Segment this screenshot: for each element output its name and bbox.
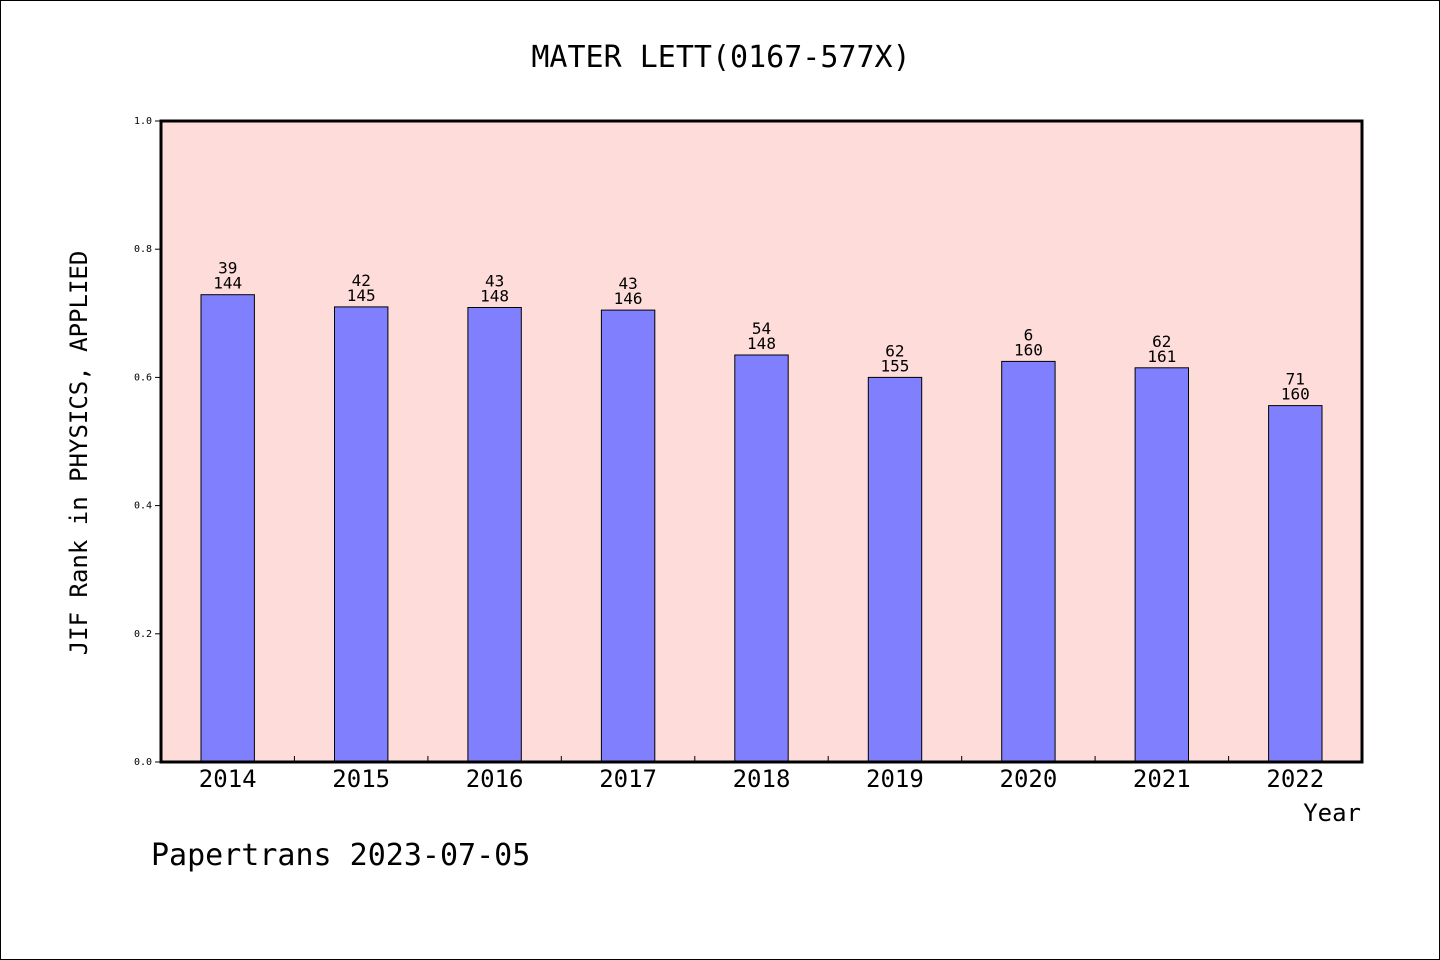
- bar-total-label-2017: 146: [614, 289, 643, 308]
- bar-2015: [334, 306, 389, 763]
- bar-total-label-2021: 161: [1147, 347, 1176, 366]
- bar-2018: [734, 354, 789, 763]
- y-tick-label: 0.2: [134, 629, 152, 640]
- bar-2014: [200, 294, 255, 763]
- x-tick-label-2021: 2021: [1133, 765, 1191, 793]
- x-tick-label-2014: 2014: [199, 765, 257, 793]
- y-tick-label: 0.6: [134, 372, 152, 383]
- bar-rank-label-2014: 39: [218, 259, 237, 278]
- bar-total-label-2019: 155: [880, 356, 909, 375]
- y-axis: 0.0 0.2 0.4 0.6 0.8 1.0: [134, 116, 161, 768]
- x-tick-label-2015: 2015: [332, 765, 390, 793]
- x-axis-label: Year: [1303, 799, 1361, 827]
- x-tick-label-2016: 2016: [466, 765, 524, 793]
- bars-group: [200, 294, 1323, 763]
- chart-title: MATER LETT(0167-577X): [531, 40, 910, 75]
- bar-2021: [1134, 367, 1189, 763]
- y-tick-label: 0.0: [134, 757, 152, 768]
- bar-rank-label-2021: 62: [1152, 332, 1171, 351]
- bar-rank-label-2020: 6: [1024, 325, 1034, 344]
- bar-rank-label-2017: 43: [618, 274, 637, 293]
- bar-rank-label-2016: 43: [485, 272, 504, 291]
- x-tick-label-2022: 2022: [1266, 765, 1324, 793]
- x-tick-label-2020: 2020: [1000, 765, 1058, 793]
- y-axis-label: JIF Rank in PHYSICS, APPLIED: [65, 251, 93, 656]
- bar-rank-label-2022: 71: [1286, 370, 1305, 389]
- footer-credit: Papertrans 2023-07-05: [151, 838, 530, 873]
- bar-2020: [1001, 360, 1056, 763]
- x-tick-label-2019: 2019: [866, 765, 924, 793]
- bar-rank-label-2019: 62: [885, 341, 904, 360]
- bar-rank-label-2018: 54: [752, 319, 771, 338]
- y-tick-label: 1.0: [134, 116, 152, 127]
- bar-total-label-2018: 148: [747, 334, 776, 353]
- bar-2016: [467, 307, 522, 763]
- x-axis: 2014 2015 2016 2017 2018 2019 2020 2021 2022: [199, 756, 1324, 793]
- y-tick-label: 0.8: [134, 244, 152, 255]
- bar-total-label-2015: 145: [347, 286, 376, 305]
- bar-rank-label-2015: 42: [352, 271, 371, 290]
- bar-total-label-2014: 144: [213, 274, 242, 293]
- plot-frame: [159, 119, 1364, 764]
- bar-total-label-2020: 160: [1014, 340, 1043, 359]
- bar-2022: [1268, 405, 1323, 763]
- y-tick-label: 0.4: [134, 501, 152, 512]
- x-tick-label-2017: 2017: [599, 765, 657, 793]
- bar-total-label-2016: 148: [480, 287, 509, 306]
- bar-2019: [867, 376, 923, 763]
- x-tick-label-2018: 2018: [733, 765, 791, 793]
- bar-total-label-2022: 160: [1281, 385, 1310, 404]
- bar-2017: [600, 309, 656, 763]
